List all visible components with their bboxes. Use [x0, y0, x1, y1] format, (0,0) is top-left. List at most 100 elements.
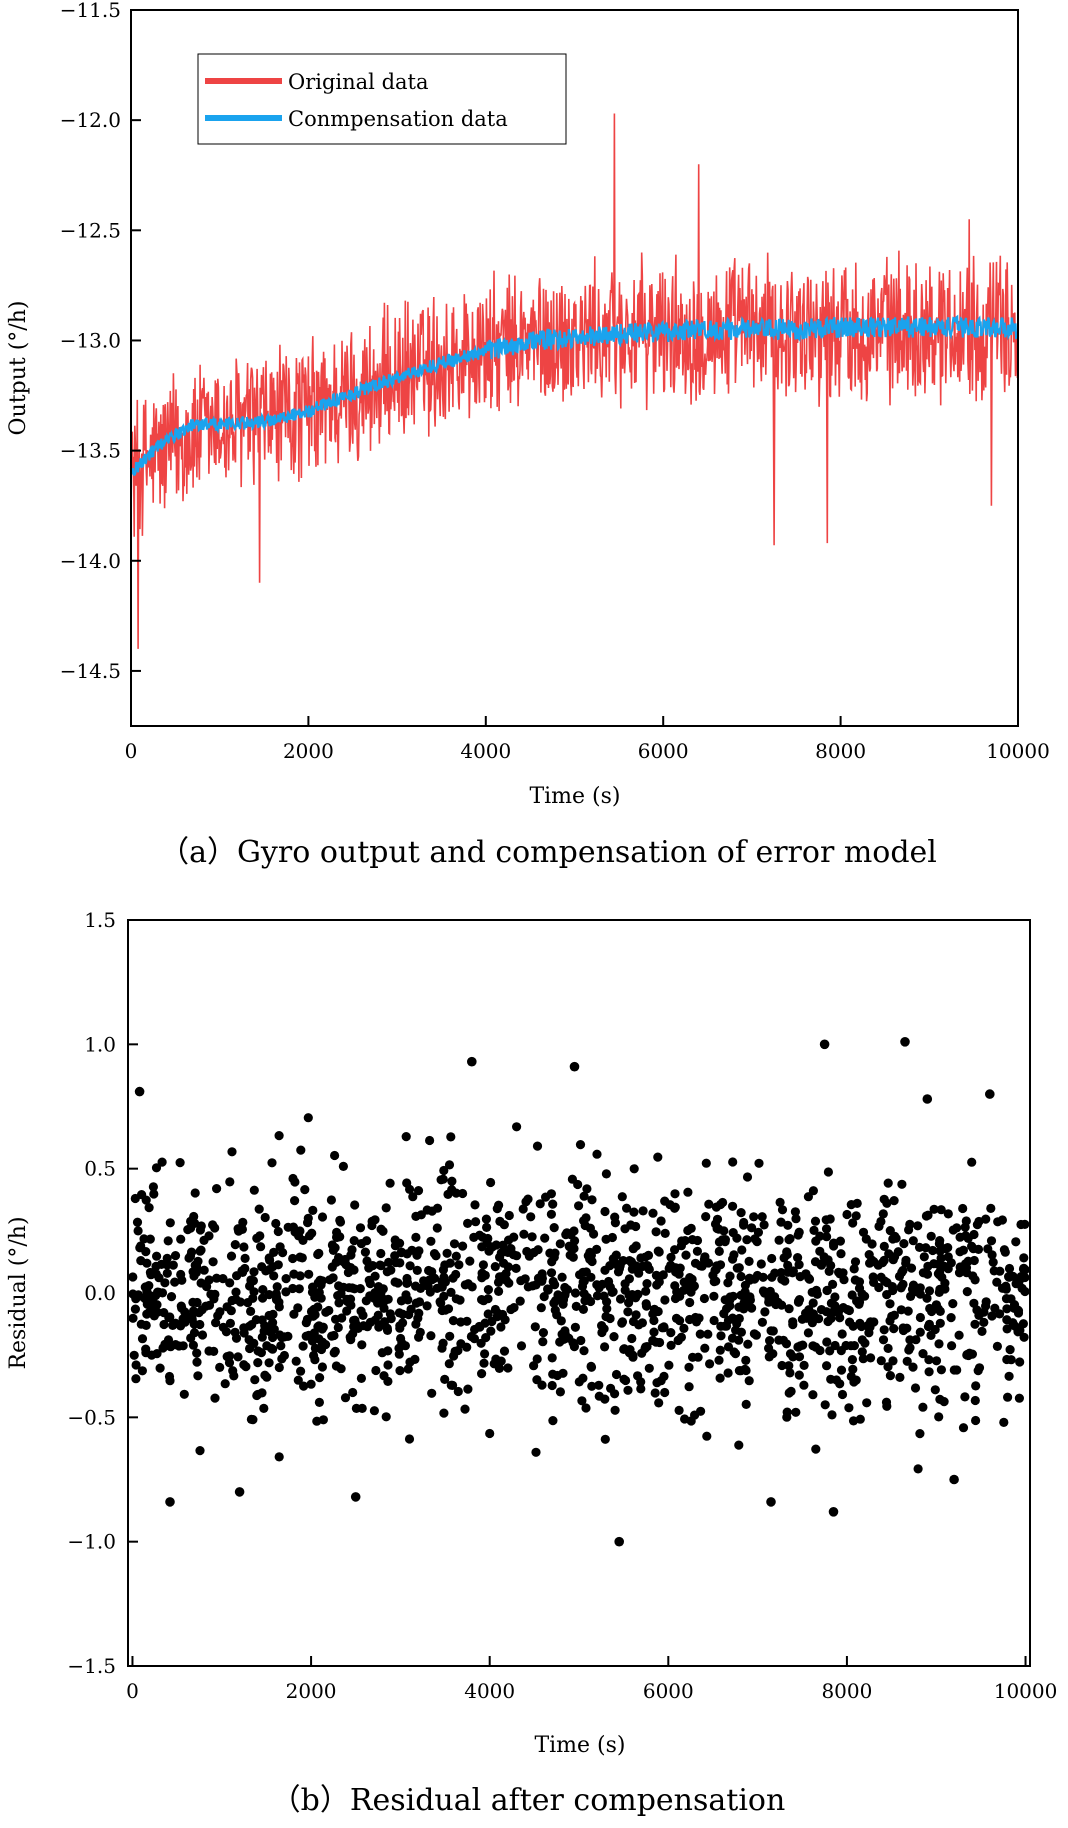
residual-point: [913, 1221, 923, 1231]
residual-point: [744, 1376, 754, 1386]
residual-point: [765, 1336, 775, 1346]
residual-point: [1020, 1272, 1030, 1283]
residual-point: [830, 1292, 840, 1302]
residual-point: [520, 1274, 530, 1284]
residual-point: [725, 1271, 735, 1281]
residual-point: [605, 1313, 615, 1324]
residual-point: [395, 1366, 405, 1376]
residual-point: [623, 1307, 633, 1317]
residual-point: [995, 1309, 1005, 1319]
residual-point: [949, 1365, 959, 1375]
residual-point: [476, 1338, 486, 1348]
residual-point: [767, 1253, 777, 1264]
residual-point: [225, 1177, 235, 1187]
residual-point: [470, 1200, 480, 1210]
residual-point: [314, 1248, 324, 1258]
residual-point: [492, 1204, 502, 1214]
residual-point: [527, 1232, 537, 1242]
series-original-line: [130, 113, 1019, 649]
residual-point: [271, 1218, 281, 1229]
residual-point: [558, 1299, 568, 1309]
residual-point: [960, 1222, 970, 1232]
residual-point: [151, 1269, 161, 1279]
residual-point: [294, 1284, 304, 1294]
residual-point: [179, 1389, 189, 1399]
residual-point: [699, 1293, 710, 1304]
residual-point: [915, 1429, 925, 1439]
residual-point: [753, 1227, 764, 1237]
residual-point: [249, 1338, 259, 1348]
residual-point: [506, 1304, 516, 1315]
residual-point: [670, 1293, 681, 1304]
residual-point: [344, 1283, 354, 1293]
residual-point: [252, 1390, 262, 1401]
residual-point: [402, 1178, 412, 1188]
residual-point: [715, 1345, 725, 1355]
residual-point: [266, 1327, 276, 1337]
residual-point: [273, 1260, 283, 1270]
residual-point: [381, 1203, 391, 1213]
residual-point: [570, 1322, 581, 1332]
residual-point: [504, 1210, 514, 1221]
residual-point: [252, 1233, 262, 1243]
residual-point: [822, 1337, 832, 1347]
residual-point: [660, 1196, 670, 1206]
residual-point: [267, 1158, 277, 1168]
residual-point: [747, 1303, 757, 1313]
residual-point: [235, 1297, 245, 1307]
residual-point: [195, 1319, 205, 1330]
residual-point: [570, 1288, 581, 1298]
residual-point: [253, 1358, 263, 1368]
residual-point: [427, 1274, 437, 1285]
residual-point: [146, 1294, 156, 1304]
residual-point: [841, 1340, 851, 1351]
residual-point: [811, 1444, 821, 1454]
residual-point: [592, 1291, 603, 1301]
residual-point: [445, 1331, 455, 1341]
residual-point: [977, 1326, 987, 1336]
residual-point: [258, 1285, 268, 1295]
residual-point: [610, 1212, 620, 1222]
residual-point: [908, 1362, 918, 1372]
residual-point: [785, 1368, 795, 1378]
residual-point: [826, 1260, 836, 1271]
residual-point: [291, 1356, 301, 1366]
residual-point: [390, 1241, 400, 1251]
residual-point: [164, 1371, 175, 1382]
residual-point: [356, 1373, 366, 1383]
residual-outlier-point: [569, 1061, 580, 1072]
residual-point: [212, 1184, 222, 1194]
residual-point: [151, 1163, 162, 1173]
residual-point: [653, 1246, 663, 1256]
residual-point: [414, 1297, 425, 1307]
residual-point: [196, 1278, 206, 1288]
residual-point: [1020, 1286, 1030, 1297]
residual-point: [744, 1256, 754, 1266]
residual-point: [436, 1298, 446, 1308]
residual-point: [600, 1265, 610, 1275]
residual-point: [141, 1195, 151, 1205]
residual-point: [268, 1344, 278, 1354]
residual-point: [795, 1341, 806, 1351]
residual-point: [218, 1322, 228, 1332]
residual-point: [444, 1359, 454, 1369]
panel-a-x-axis-label: Time (s): [529, 784, 620, 809]
residual-point: [683, 1187, 693, 1197]
residual-point: [962, 1349, 972, 1360]
residual-point: [740, 1280, 751, 1290]
residual-point: [835, 1269, 845, 1279]
residual-point: [777, 1274, 787, 1284]
residual-point: [973, 1366, 983, 1376]
residual-point: [676, 1241, 687, 1251]
residual-point: [160, 1339, 170, 1349]
residual-point: [518, 1204, 528, 1214]
residual-point: [958, 1423, 969, 1433]
residual-point: [394, 1308, 404, 1318]
residual-point: [204, 1275, 214, 1285]
residual-point: [960, 1392, 970, 1402]
residual-point: [431, 1251, 441, 1261]
residual-point: [670, 1281, 680, 1291]
residual-point: [448, 1273, 458, 1283]
residual-point: [532, 1375, 542, 1385]
residual-point: [412, 1265, 422, 1275]
